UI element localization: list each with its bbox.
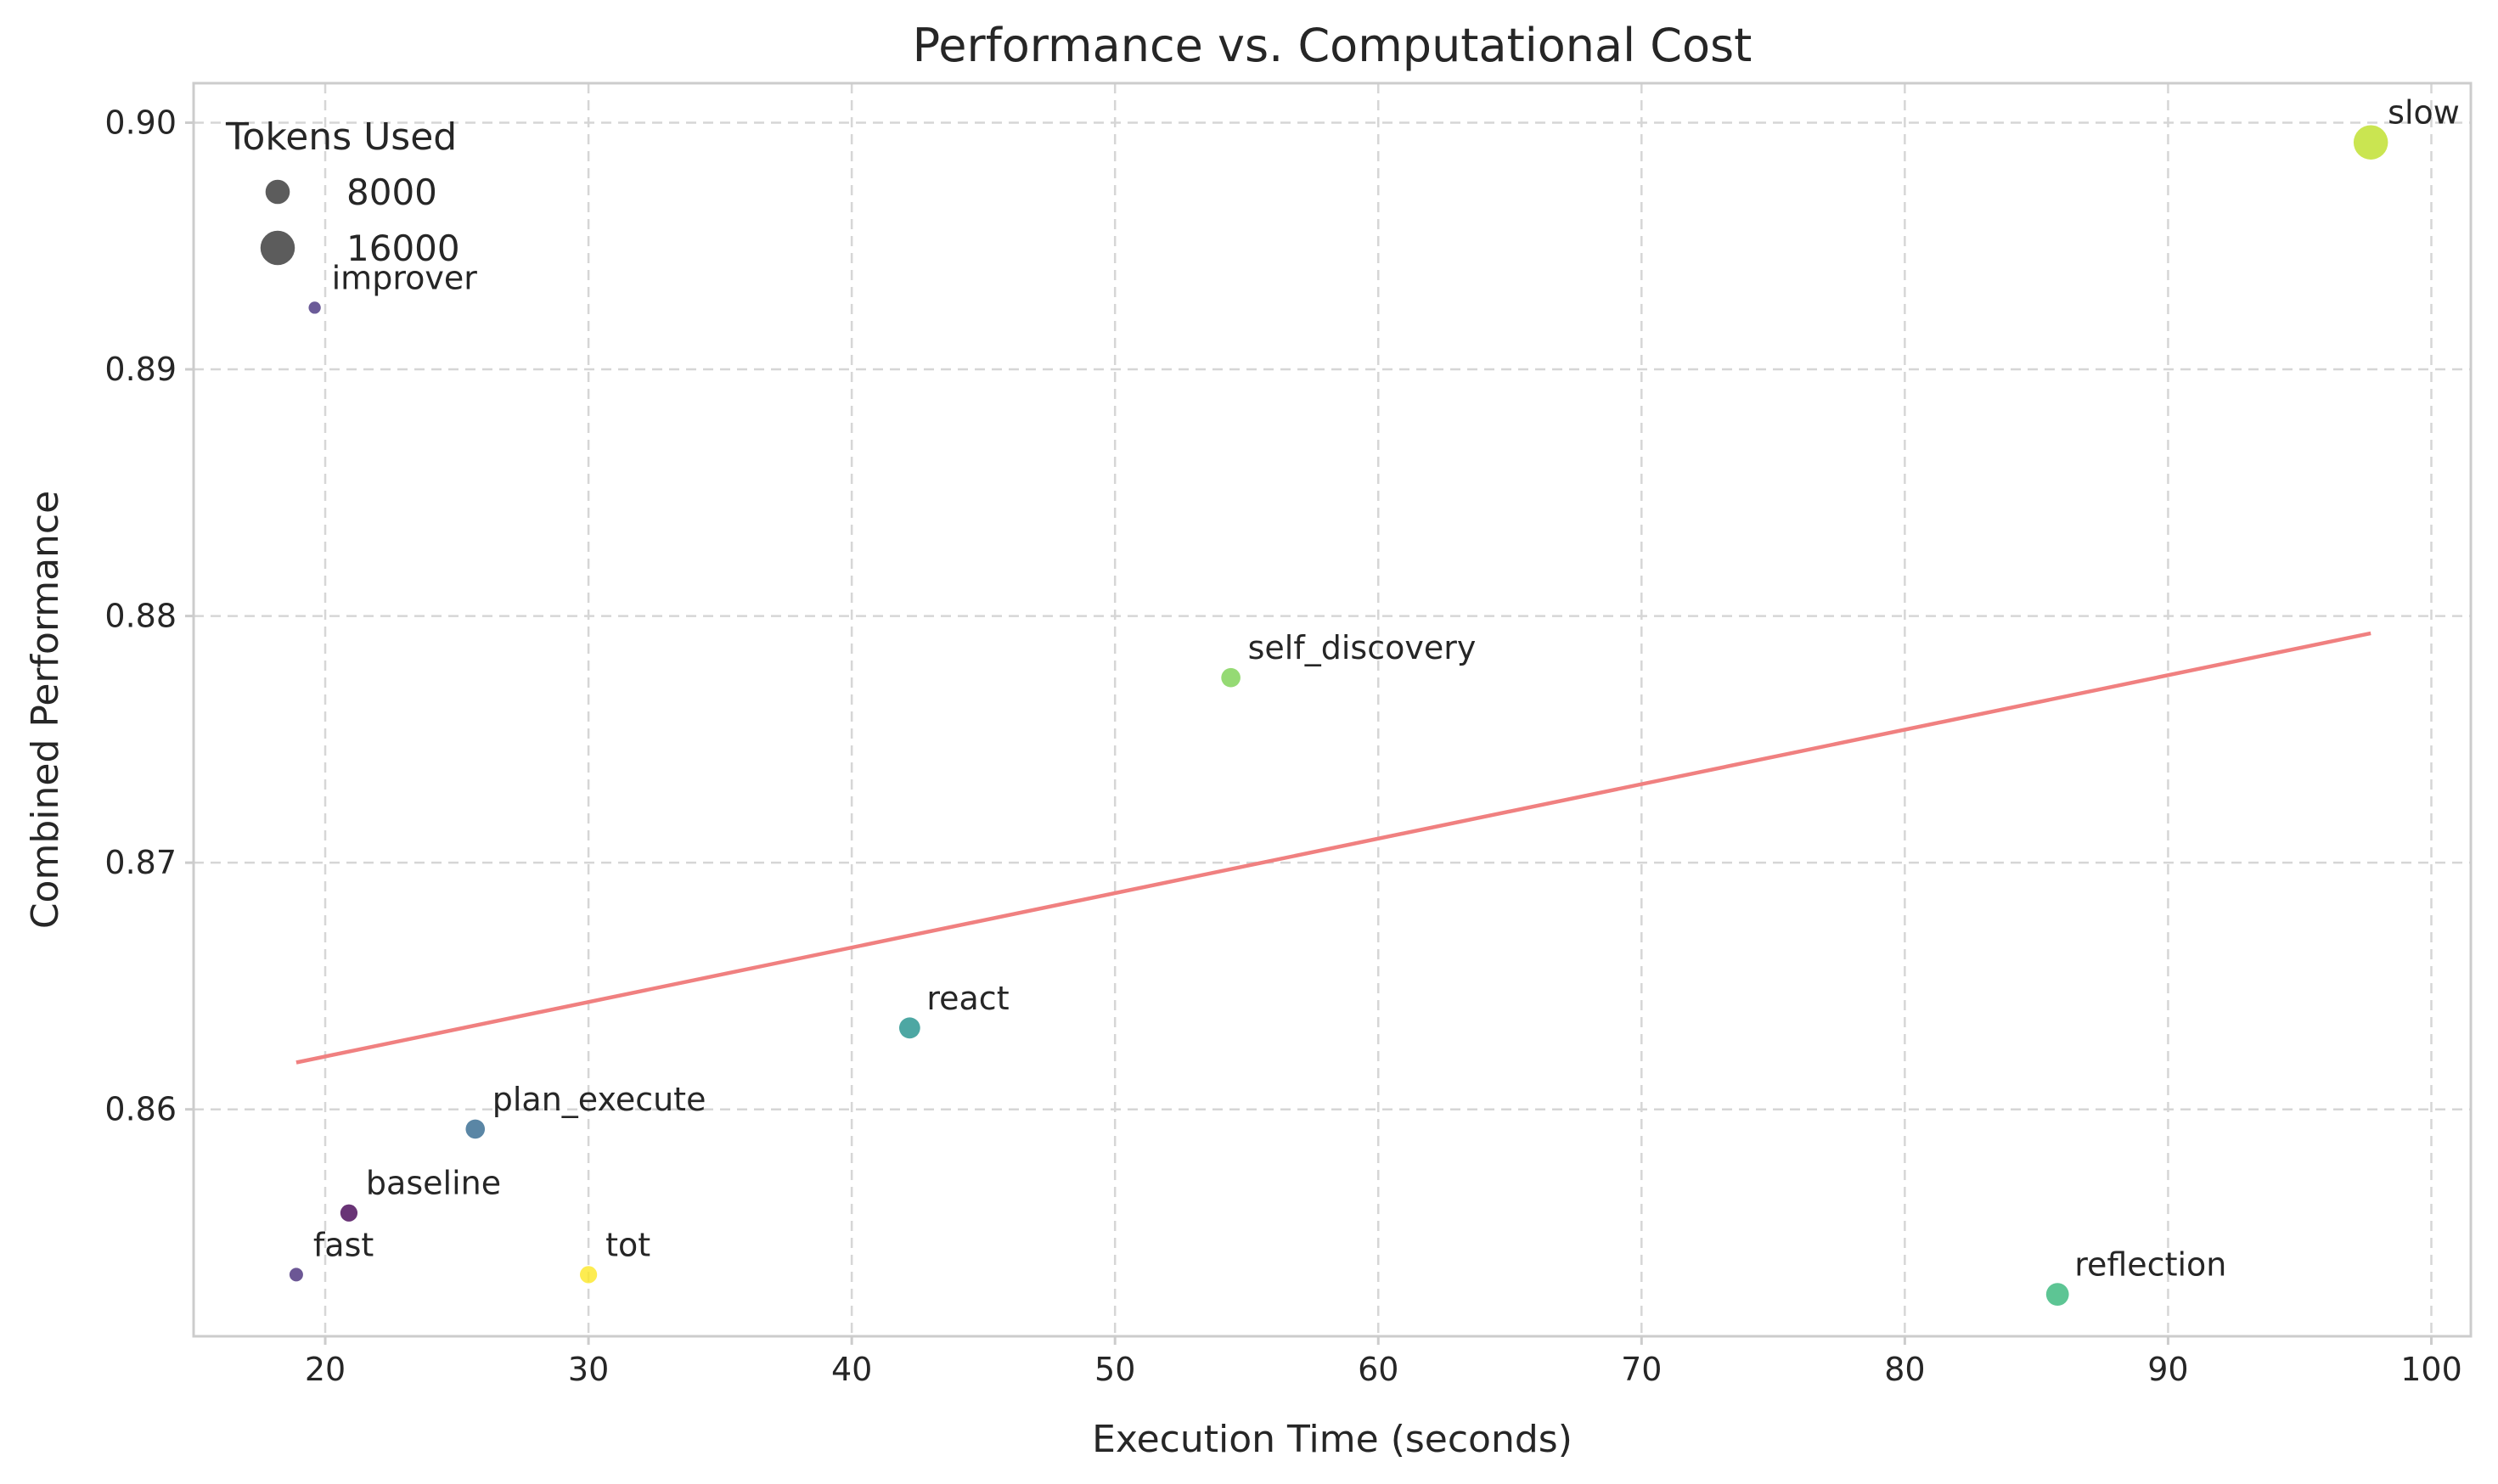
y-tick-label: 0.88	[104, 598, 177, 635]
point-label-react: react	[926, 980, 1009, 1017]
data-point-tot	[579, 1266, 598, 1284]
x-tick-label: 50	[1094, 1351, 1135, 1388]
grid-lines	[194, 83, 2471, 1336]
legend-entry-label: 16000	[346, 228, 460, 269]
y-tick-label: 0.89	[104, 351, 177, 388]
x-tick-label: 20	[305, 1351, 346, 1388]
point-label-plan_execute: plan_execute	[492, 1081, 706, 1118]
chart-title: Performance vs. Computational Cost	[913, 19, 1753, 72]
plot-area-frame	[192, 82, 2473, 1338]
x-tick-label: 40	[831, 1351, 872, 1388]
y-tick-label: 0.90	[104, 104, 177, 141]
point-label-slow: slow	[2388, 94, 2460, 132]
x-tick-label: 100	[2400, 1351, 2462, 1388]
x-axis-ticks: 20 30 40 50 60 70 80 90 100	[305, 1336, 2462, 1388]
data-point-reflection	[2045, 1283, 2069, 1306]
data-point-fast	[289, 1268, 303, 1282]
x-axis-label: Execution Time (seconds)	[1092, 1418, 1573, 1461]
trend-line	[295, 631, 2371, 1065]
point-label-fast: fast	[313, 1226, 374, 1263]
point-label-baseline: baseline	[366, 1165, 501, 1202]
trend-line-layer	[295, 631, 2371, 1065]
legend-entry-label: 8000	[346, 171, 437, 213]
x-tick-label: 90	[2147, 1351, 2188, 1388]
point-label-self_discovery: self_discovery	[1248, 629, 1477, 666]
y-tick-label: 0.87	[104, 844, 177, 881]
data-point-plan_execute	[465, 1119, 486, 1139]
legend-marker	[260, 230, 295, 266]
x-tick-label: 30	[568, 1351, 609, 1388]
y-tick-label: 0.86	[104, 1091, 177, 1128]
x-tick-label: 80	[1884, 1351, 1925, 1388]
legend-marker	[265, 179, 290, 205]
point-label-improver: improver	[332, 259, 478, 296]
data-point-self_discovery	[1221, 667, 1241, 688]
x-tick-label: 60	[1358, 1351, 1398, 1388]
data-point-baseline	[340, 1204, 358, 1222]
legend-title: Tokens Used	[225, 115, 457, 159]
point-label-tot: tot	[605, 1226, 650, 1263]
x-tick-label: 70	[1621, 1351, 1662, 1388]
data-point-slow	[2353, 125, 2388, 160]
data-points-layer	[289, 125, 2388, 1306]
data-point-react	[898, 1017, 920, 1039]
legend: Tokens Used 8000 16000	[225, 115, 460, 269]
data-point-improver	[308, 301, 321, 314]
y-axis-ticks: 0.86 0.87 0.88 0.89 0.90	[104, 104, 194, 1128]
point-label-reflection: reflection	[2074, 1246, 2226, 1284]
y-axis-label: Combined Performance	[24, 491, 67, 929]
